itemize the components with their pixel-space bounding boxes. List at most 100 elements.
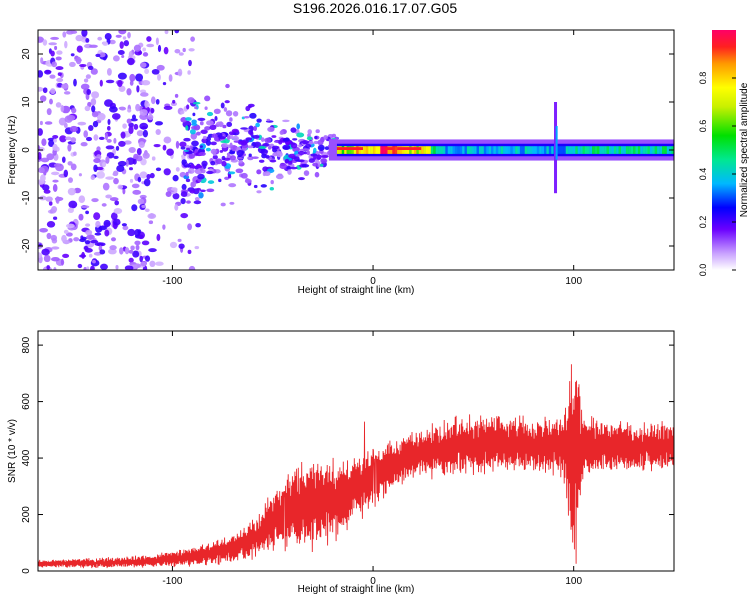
- noise-speck: [66, 114, 76, 121]
- cluster-speck: [298, 159, 305, 163]
- noise-speck: [155, 129, 161, 135]
- noise-speck: [67, 207, 74, 213]
- band-segment: [589, 146, 593, 154]
- cluster-speck: [314, 171, 320, 178]
- noise-speck: [39, 120, 43, 126]
- band-segment: [536, 146, 540, 154]
- band-peak: [397, 147, 422, 150]
- noise-speck: [52, 134, 59, 139]
- y-tick-label: 400: [21, 449, 32, 466]
- band-segment: [548, 146, 552, 154]
- band-segment: [609, 146, 612, 154]
- noise-speck: [162, 82, 167, 86]
- noise-speck: [52, 179, 59, 183]
- noise-speck: [187, 223, 193, 231]
- noise-speck: [131, 183, 140, 189]
- noise-speck: [95, 53, 101, 58]
- cluster-speck: [262, 143, 270, 147]
- noise-speck: [126, 118, 132, 124]
- noise-speck: [141, 204, 146, 208]
- noise-speck: [122, 225, 129, 231]
- cluster-speck: [226, 152, 230, 157]
- noise-speck: [51, 256, 60, 262]
- noise-speck: [137, 229, 142, 234]
- cluster-speck: [271, 145, 279, 150]
- cluster-speck: [186, 104, 190, 110]
- cluster-speck: [200, 129, 208, 135]
- noise-speck: [53, 138, 57, 143]
- noise-speck: [108, 248, 117, 255]
- band-segment: [575, 146, 578, 154]
- cluster-speck: [213, 108, 221, 114]
- band-segment: [435, 146, 439, 154]
- cluster-speck: [179, 141, 187, 148]
- cluster-speck: [192, 101, 201, 105]
- noise-speck: [180, 110, 185, 115]
- band-segment: [430, 146, 434, 154]
- band-segment: [416, 146, 419, 154]
- noise-speck: [61, 234, 67, 243]
- noise-speck: [93, 134, 99, 141]
- noise-speck: [144, 100, 149, 108]
- colorbar-label: Normalized spectral amplitude: [739, 82, 750, 217]
- band-segment: [471, 146, 475, 154]
- cluster-speck: [229, 117, 233, 122]
- noise-speck: [55, 66, 64, 71]
- band-segment: [587, 146, 590, 154]
- y-tick-label: 20: [21, 48, 32, 60]
- noise-speck: [56, 50, 63, 55]
- noise-speck: [163, 136, 172, 144]
- noise-speck: [175, 140, 180, 149]
- cluster-speck: [210, 160, 216, 166]
- noise-speck: [94, 242, 104, 247]
- noise-speck: [125, 159, 129, 167]
- noise-speck: [129, 73, 136, 82]
- noise-speck: [121, 223, 127, 227]
- band-segment: [389, 146, 393, 154]
- noise-speck: [51, 206, 58, 213]
- snr-series-line: [38, 364, 674, 569]
- noise-speck: [118, 85, 126, 92]
- noise-speck: [73, 78, 77, 87]
- noise-speck: [133, 44, 141, 52]
- cluster-speck: [246, 145, 254, 149]
- noise-speck: [143, 178, 151, 187]
- noise-speck: [85, 136, 93, 142]
- cluster-speck: [270, 179, 274, 185]
- noise-speck: [115, 264, 119, 270]
- band-segment: [464, 146, 468, 154]
- band-segment: [375, 146, 379, 154]
- band-segment: [373, 146, 376, 154]
- noise-speck: [68, 177, 73, 183]
- noise-speck: [187, 70, 191, 75]
- band-segment: [495, 146, 499, 154]
- band-segment: [510, 146, 513, 154]
- band-segment: [532, 146, 535, 154]
- noise-speck: [132, 250, 140, 258]
- noise-speck: [104, 99, 113, 107]
- noise-speck: [105, 156, 110, 164]
- noise-speck: [62, 31, 67, 38]
- cluster-speck: [282, 138, 290, 142]
- noise-speck: [127, 31, 131, 39]
- band-segment: [534, 146, 537, 154]
- noise-speck: [73, 151, 77, 156]
- cluster-speck: [221, 155, 226, 161]
- noise-speck: [174, 30, 180, 34]
- cluster-speck: [312, 162, 319, 167]
- cluster-speck: [256, 190, 262, 194]
- y-tick-label: 200: [21, 506, 32, 523]
- noise-speck: [85, 37, 90, 43]
- noise-speck: [46, 232, 52, 240]
- noise-speck: [41, 248, 50, 256]
- noise-speck: [57, 72, 62, 76]
- noise-speck: [144, 208, 150, 213]
- noise-speck: [139, 122, 149, 130]
- cluster-speck: [236, 156, 244, 160]
- noise-speck: [144, 255, 151, 262]
- cluster-speck: [313, 147, 317, 154]
- cluster-speck: [313, 140, 319, 145]
- noise-speck: [134, 240, 141, 246]
- noise-speck: [53, 163, 61, 168]
- noise-speck: [48, 139, 55, 148]
